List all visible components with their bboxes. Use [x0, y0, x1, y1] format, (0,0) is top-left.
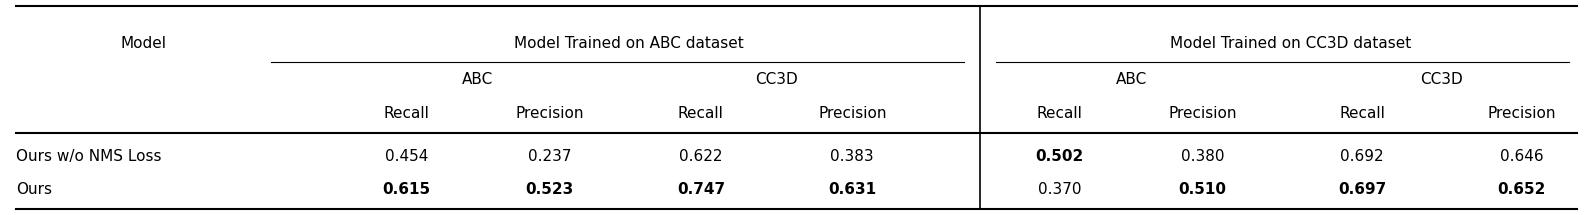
- Text: ABC: ABC: [462, 72, 494, 87]
- Text: 0.502: 0.502: [1035, 149, 1083, 164]
- Text: 0.237: 0.237: [527, 149, 572, 164]
- Text: 0.692: 0.692: [1340, 149, 1384, 164]
- Text: 0.697: 0.697: [1338, 182, 1386, 197]
- Text: 0.370: 0.370: [1037, 182, 1082, 197]
- Text: Model Trained on CC3D dataset: Model Trained on CC3D dataset: [1169, 35, 1411, 51]
- Text: Recall: Recall: [384, 106, 429, 121]
- Text: 0.454: 0.454: [384, 149, 429, 164]
- Text: 0.652: 0.652: [1497, 182, 1545, 197]
- Text: ABC: ABC: [1115, 72, 1147, 87]
- Text: Recall: Recall: [1037, 106, 1082, 121]
- Text: 0.510: 0.510: [1179, 182, 1227, 197]
- Text: 0.383: 0.383: [830, 149, 875, 164]
- Text: 0.622: 0.622: [679, 149, 723, 164]
- Text: Precision: Precision: [1168, 106, 1238, 121]
- Text: Ours: Ours: [16, 182, 53, 197]
- Text: Precision: Precision: [1486, 106, 1556, 121]
- Text: Recall: Recall: [679, 106, 723, 121]
- Text: 0.631: 0.631: [828, 182, 876, 197]
- Text: 0.523: 0.523: [526, 182, 573, 197]
- Text: 0.646: 0.646: [1499, 149, 1544, 164]
- Text: Precision: Precision: [817, 106, 887, 121]
- Text: Ours w/o NMS Loss: Ours w/o NMS Loss: [16, 149, 161, 164]
- Text: Precision: Precision: [515, 106, 585, 121]
- Text: 0.615: 0.615: [382, 182, 430, 197]
- Text: 0.380: 0.380: [1180, 149, 1225, 164]
- Text: Model: Model: [121, 35, 166, 51]
- Text: CC3D: CC3D: [755, 72, 798, 87]
- Text: CC3D: CC3D: [1421, 72, 1462, 87]
- Text: 0.747: 0.747: [677, 182, 725, 197]
- Text: Model Trained on ABC dataset: Model Trained on ABC dataset: [515, 35, 744, 51]
- Text: Recall: Recall: [1340, 106, 1384, 121]
